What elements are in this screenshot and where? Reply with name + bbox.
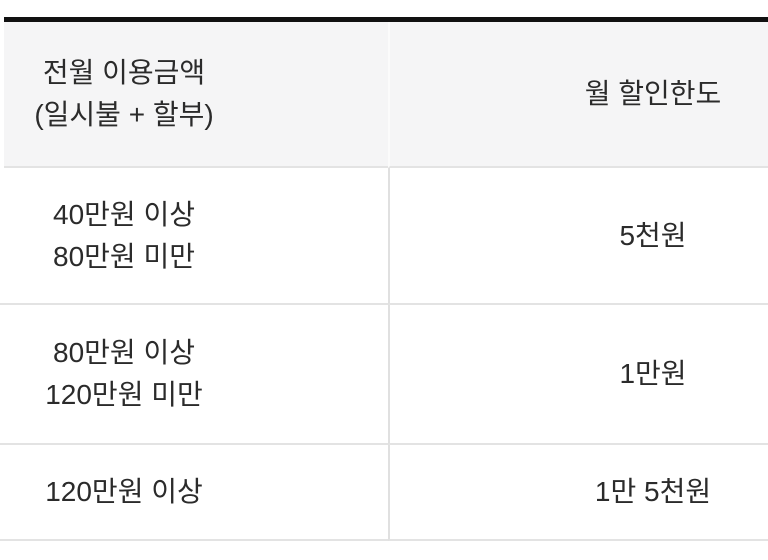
discount-tier-table: 전월 이용금액 (일시불 + 할부) 월 할인한도 40만원 이상 80만원 미… [0, 17, 768, 541]
table-row-2-tier-cell: 80만원 이상 120만원 미만 [0, 305, 388, 445]
left-edge-white-strip [0, 0, 4, 170]
limit-value: 1만 5천원 [594, 476, 712, 507]
limit-value: 1만원 [619, 358, 687, 389]
table-row-3-tier-cell: 120만원 이상 [0, 445, 388, 541]
usage-header-line1: 전월 이용금액 [42, 57, 206, 88]
table-grid: 전월 이용금액 (일시불 + 할부) 월 할인한도 40만원 이상 80만원 미… [0, 22, 768, 541]
table-row-1-limit-cell: 5천원 [388, 168, 768, 305]
limit-value: 5천원 [619, 219, 687, 251]
tier-range-line: 120만원 이상 [45, 476, 203, 507]
table-row-2-limit-cell: 1만원 [388, 305, 768, 445]
usage-header-line2: (일시불 + 할부) [34, 99, 214, 130]
header-cell-usage: 전월 이용금액 (일시불 + 할부) [0, 22, 388, 168]
header-cell-limit: 월 할인한도 [388, 22, 768, 168]
limit-header-label: 월 할인한도 [584, 78, 722, 109]
tier-range-line: 80만원 이상 [53, 337, 195, 368]
tier-range-line: 80만원 미만 [53, 240, 195, 272]
tier-range-line: 120만원 미만 [45, 379, 203, 410]
table-top-border [0, 17, 768, 22]
table-row-1-tier-cell: 40만원 이상 80만원 미만 [0, 168, 388, 305]
table-row-3-limit-cell: 1만 5천원 [388, 445, 768, 541]
tier-range-line: 40만원 이상 [53, 198, 195, 230]
